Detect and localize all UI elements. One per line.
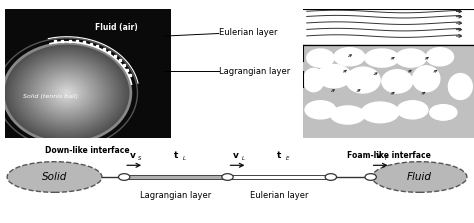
Ellipse shape	[317, 64, 351, 88]
Circle shape	[20, 57, 114, 129]
Circle shape	[59, 87, 75, 99]
Ellipse shape	[426, 48, 454, 66]
Circle shape	[27, 61, 108, 125]
Circle shape	[8, 47, 126, 139]
Circle shape	[57, 86, 76, 100]
Ellipse shape	[334, 48, 365, 66]
Circle shape	[40, 72, 93, 114]
Ellipse shape	[397, 101, 428, 119]
Text: $\mathbf{v}$: $\mathbf{v}$	[375, 151, 383, 160]
Circle shape	[39, 71, 95, 115]
Circle shape	[51, 81, 82, 105]
Ellipse shape	[7, 162, 102, 192]
Text: Fluid: Fluid	[407, 172, 432, 182]
Circle shape	[48, 78, 86, 108]
Circle shape	[5, 45, 129, 142]
Circle shape	[14, 52, 120, 134]
Ellipse shape	[331, 106, 365, 124]
Circle shape	[53, 82, 81, 104]
Circle shape	[65, 92, 69, 94]
Circle shape	[12, 51, 121, 135]
Ellipse shape	[305, 101, 336, 119]
Circle shape	[33, 66, 101, 120]
Circle shape	[45, 76, 89, 110]
Text: Lagrangian layer: Lagrangian layer	[140, 191, 211, 200]
Ellipse shape	[303, 68, 324, 92]
Circle shape	[34, 68, 100, 118]
Circle shape	[16, 53, 118, 133]
Text: Down-like interface: Down-like interface	[46, 146, 130, 155]
Ellipse shape	[361, 102, 399, 123]
Circle shape	[18, 55, 115, 131]
Circle shape	[118, 174, 130, 180]
Text: $_{L}$: $_{L}$	[241, 153, 246, 163]
Ellipse shape	[429, 105, 457, 120]
Circle shape	[29, 64, 104, 122]
Circle shape	[325, 174, 337, 180]
Text: Lagrangian layer: Lagrangian layer	[219, 66, 290, 76]
Circle shape	[56, 85, 78, 101]
Text: $_{F}$: $_{F}$	[384, 153, 389, 163]
Text: $_{S}$: $_{S}$	[137, 153, 143, 163]
Circle shape	[55, 83, 80, 103]
Text: Fluid (air): Fluid (air)	[95, 23, 138, 32]
Circle shape	[46, 77, 87, 109]
Text: Foam-like interface: Foam-like interface	[347, 151, 430, 160]
Circle shape	[365, 174, 376, 180]
Ellipse shape	[382, 70, 412, 93]
Text: $\mathbf{t}$: $\mathbf{t}$	[276, 149, 282, 160]
Text: Solid: Solid	[42, 172, 67, 182]
Circle shape	[25, 60, 109, 126]
Text: Solid (tennis ball): Solid (tennis ball)	[23, 94, 78, 99]
Text: Eulerian layer: Eulerian layer	[219, 28, 277, 37]
Ellipse shape	[372, 162, 467, 192]
Ellipse shape	[448, 74, 472, 99]
Text: Eulerian layer: Eulerian layer	[250, 191, 309, 200]
Circle shape	[9, 48, 125, 138]
Circle shape	[42, 74, 92, 112]
Circle shape	[6, 46, 128, 140]
Circle shape	[36, 69, 98, 117]
Ellipse shape	[412, 66, 440, 92]
Bar	[124, 175, 228, 179]
Text: $\mathbf{t}$: $\mathbf{t}$	[173, 149, 179, 160]
Circle shape	[28, 63, 106, 123]
Ellipse shape	[307, 49, 334, 67]
Circle shape	[31, 65, 103, 121]
Circle shape	[50, 80, 84, 106]
Bar	[228, 175, 331, 179]
Circle shape	[222, 174, 233, 180]
Ellipse shape	[365, 49, 399, 67]
Circle shape	[61, 88, 73, 98]
Ellipse shape	[395, 49, 426, 67]
Text: $_{E}$: $_{E}$	[285, 153, 291, 163]
Circle shape	[62, 89, 72, 97]
Circle shape	[44, 75, 91, 111]
Text: $\mathbf{v}$: $\mathbf{v}$	[232, 151, 240, 160]
Circle shape	[17, 54, 117, 132]
Ellipse shape	[346, 67, 380, 93]
Text: $_{L}$: $_{L}$	[182, 153, 186, 163]
Bar	[303, 9, 474, 45]
Text: $\mathbf{v}$: $\mathbf{v}$	[129, 151, 137, 160]
Circle shape	[64, 91, 70, 95]
Circle shape	[37, 70, 97, 116]
Circle shape	[11, 49, 123, 137]
Circle shape	[23, 59, 110, 127]
Circle shape	[22, 58, 112, 128]
